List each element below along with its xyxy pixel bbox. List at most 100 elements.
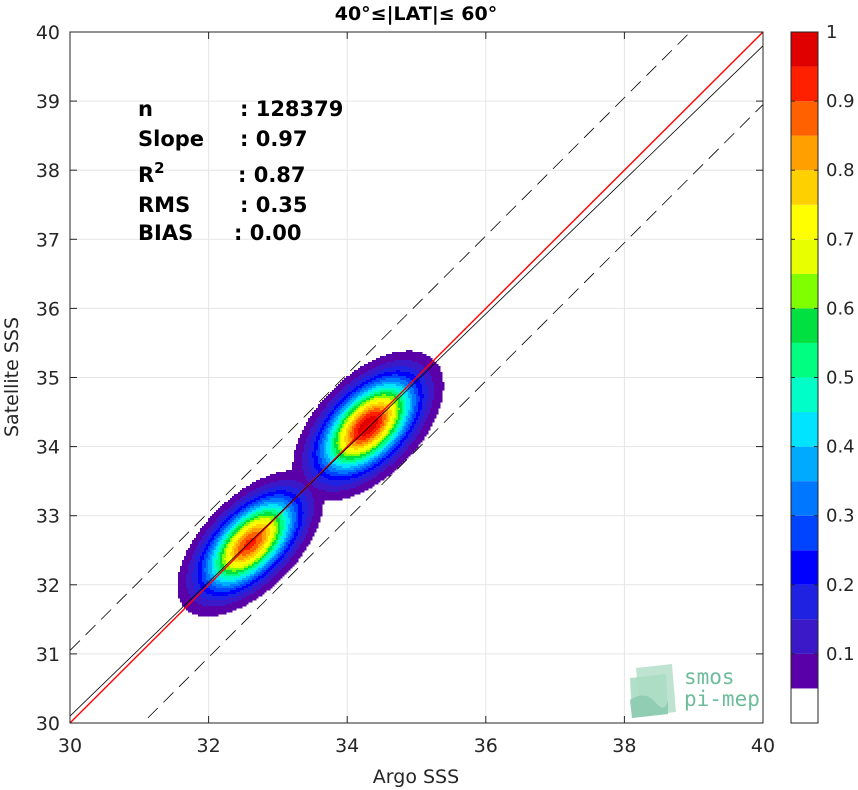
density-cell xyxy=(264,504,267,507)
density-cell xyxy=(276,550,279,553)
density-cell xyxy=(198,566,201,569)
density-cell xyxy=(208,600,211,603)
density-cell xyxy=(260,518,263,521)
density-cell xyxy=(334,418,337,421)
density-cell xyxy=(212,592,215,595)
density-cell xyxy=(236,534,239,537)
density-cell xyxy=(218,608,221,611)
density-cell xyxy=(320,504,323,507)
density-cell xyxy=(338,466,341,469)
density-cell xyxy=(188,580,191,583)
density-cell xyxy=(362,480,365,483)
density-cell xyxy=(310,466,313,469)
density-cell xyxy=(244,496,247,499)
density-cell xyxy=(344,408,347,411)
density-cell xyxy=(294,508,297,511)
density-cell xyxy=(234,514,237,517)
density-cell xyxy=(300,526,303,529)
density-cell xyxy=(340,416,343,419)
density-cell xyxy=(240,502,243,505)
density-cell xyxy=(346,390,349,393)
density-cell xyxy=(340,424,343,427)
density-cell xyxy=(272,554,275,557)
density-cell xyxy=(234,600,237,603)
density-cell xyxy=(352,392,355,395)
density-cell xyxy=(186,576,189,579)
density-cell xyxy=(280,514,283,517)
density-cell xyxy=(290,494,293,497)
density-cell xyxy=(310,514,313,517)
density-cell xyxy=(268,514,271,517)
density-cell xyxy=(328,460,331,463)
density-cell xyxy=(210,608,213,611)
density-cell xyxy=(242,550,245,553)
density-cell xyxy=(198,532,201,535)
density-cell xyxy=(320,410,323,413)
density-cell xyxy=(226,568,229,571)
density-cell xyxy=(332,470,335,473)
density-cell xyxy=(344,488,347,491)
density-cell xyxy=(216,536,219,539)
density-cell xyxy=(196,536,199,539)
density-cell xyxy=(230,546,233,549)
density-cell xyxy=(320,402,323,405)
density-cell xyxy=(316,422,319,425)
density-cell xyxy=(360,414,363,417)
density-cell xyxy=(288,562,291,565)
density-cell xyxy=(310,504,313,507)
density-cell xyxy=(324,480,327,483)
density-cell xyxy=(354,392,357,395)
density-cell xyxy=(242,564,245,567)
density-cell xyxy=(342,402,345,405)
density-cell xyxy=(296,468,299,471)
density-cell xyxy=(302,546,305,549)
density-cell xyxy=(306,544,309,547)
density-cell xyxy=(254,574,257,577)
density-cell xyxy=(300,544,303,547)
density-cell xyxy=(326,452,329,455)
density-cell xyxy=(218,542,221,545)
density-cell xyxy=(190,586,193,589)
density-cell xyxy=(288,474,291,477)
density-cell xyxy=(212,556,215,559)
density-cell xyxy=(346,420,349,423)
density-cell xyxy=(352,470,355,473)
density-cell xyxy=(252,560,255,563)
density-cell xyxy=(192,592,195,595)
density-cell xyxy=(342,404,345,407)
density-cell xyxy=(322,448,325,451)
density-cell xyxy=(274,568,277,571)
density-cell xyxy=(304,494,307,497)
density-cell xyxy=(236,592,239,595)
density-cell xyxy=(312,486,315,489)
density-cell xyxy=(248,500,251,503)
density-cell xyxy=(270,488,273,491)
density-cell xyxy=(320,502,323,505)
density-cell xyxy=(340,498,343,501)
density-cell xyxy=(280,566,283,569)
density-cell xyxy=(286,474,289,477)
density-cell xyxy=(286,546,289,549)
density-cell xyxy=(352,384,355,387)
density-cell xyxy=(312,534,315,537)
density-cell xyxy=(302,492,305,495)
density-cell xyxy=(230,564,233,567)
density-cell xyxy=(218,560,221,563)
density-cell xyxy=(308,482,311,485)
density-cell xyxy=(260,514,263,517)
density-cell xyxy=(194,558,197,561)
density-cell xyxy=(228,602,231,605)
density-cell xyxy=(286,530,289,533)
density-cell xyxy=(358,408,361,411)
density-cell xyxy=(312,520,315,523)
density-cell xyxy=(284,566,287,569)
density-cell xyxy=(322,488,325,491)
density-cell xyxy=(226,544,229,547)
density-cell xyxy=(322,444,325,447)
density-cell xyxy=(276,538,279,541)
density-cell xyxy=(256,506,259,509)
density-cell xyxy=(308,510,311,513)
density-cell xyxy=(232,500,235,503)
density-cell xyxy=(358,418,361,421)
density-cell xyxy=(244,602,247,605)
